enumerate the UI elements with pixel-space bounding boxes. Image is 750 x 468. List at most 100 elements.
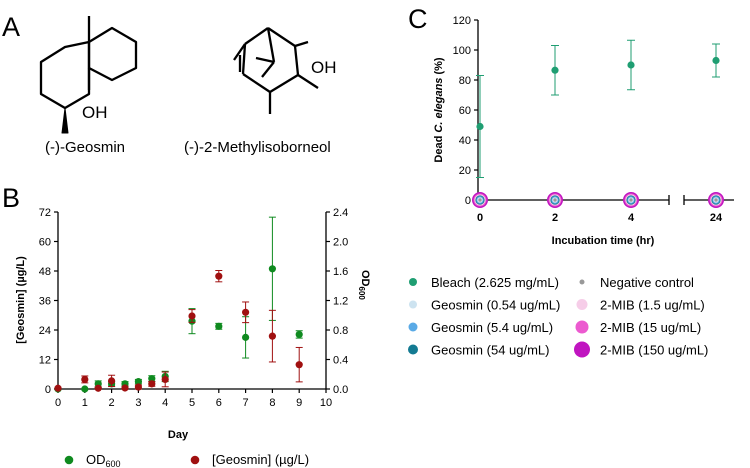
chart-c-ytick-label: 20 (459, 165, 471, 177)
chart-c-legend-label: 2-MIB (15 ug/mL) (600, 320, 701, 335)
chart-b-point-geosmin (81, 375, 89, 384)
chart-c-xlabel: Incubation time (hr) (552, 235, 655, 247)
chart-c-legend-label: 2-MIB (1.5 ug/mL) (600, 298, 705, 313)
chart-c-ytick-label: 80 (459, 75, 471, 87)
chart-c-xtick-label: 24 (710, 212, 723, 224)
legend-b-geosmin-marker (190, 455, 200, 465)
chart-c-legend-label: 2-MIB (150 ug/mL) (600, 343, 708, 358)
chart-c-ytick-label: 60 (459, 105, 471, 117)
chart-c-legend-label: Geosmin (5.4 ug/mL) (431, 320, 553, 335)
chart-c-point-bleach (627, 61, 635, 69)
chart-b-point-geosmin (188, 312, 196, 320)
chart-b-ytick-left-label: 60 (39, 237, 51, 249)
chart-c-legend-marker (408, 322, 418, 332)
chart-b-point-od600 (268, 265, 276, 273)
chart-b-point-od600 (242, 333, 250, 341)
legend-b-geosmin-label: [Geosmin] (µg/L) (212, 452, 309, 467)
chart-c-ytick-label: 120 (453, 15, 471, 27)
chart-b-xlabel: Day (168, 429, 189, 441)
chart-b-xtick-label: 7 (243, 397, 249, 409)
chart-c-point-bleach (712, 56, 720, 65)
chart-b-point-od600 (215, 322, 223, 330)
legend-b-od-main: OD (86, 452, 106, 467)
chart-b-point-od600 (148, 375, 156, 383)
chart-b-ylabel-right-sub: 600 (357, 287, 366, 301)
geosmin-structure (39, 16, 138, 134)
chart-c-legend-label: Geosmin (54 ug/mL) (431, 343, 550, 358)
chart-b-point-geosmin (161, 375, 169, 384)
chart-c-point-negative-control (478, 198, 482, 202)
chart-b-ytick-right-label: 0.0 (333, 384, 348, 396)
chart-c-ytick-label: 0 (465, 195, 471, 207)
chart-b-xtick-label: 1 (82, 397, 88, 409)
chart-c-ylabel-unit: (%) (433, 57, 445, 78)
chart-b-ylabel-right-main: OD (359, 270, 371, 287)
geosmin-oh-label: OH (82, 103, 108, 122)
chart-c-legend-marker (576, 299, 588, 310)
chart-b-ytick-left-label: 36 (39, 296, 51, 308)
chart-c-point-bleach (476, 122, 484, 131)
geosmin-name: (-)-Geosmin (45, 139, 125, 156)
mib-name: (-)-2-Methylisoborneol (184, 139, 331, 156)
chart-b-ytick-right-label: 0.8 (333, 325, 348, 337)
chart-c-point-bleach (551, 66, 559, 74)
chart-c-legend-label: Geosmin (0.54 ug/mL) (431, 298, 560, 313)
chart-c-legend-marker (579, 279, 585, 285)
chart-b-ytick-right-label: 1.2 (333, 296, 348, 308)
chart-c-point-negative-control (553, 198, 557, 202)
chart-b-point-geosmin (94, 384, 102, 392)
chart-b-ytick-left-label: 48 (39, 266, 51, 278)
chart-b-xtick-label: 6 (216, 397, 222, 409)
chart-b-xtick-label: 0 (55, 397, 61, 409)
chart-c-xtick-label: 0 (477, 212, 483, 224)
chart-c-legend-marker (409, 278, 417, 286)
chart-b-point-geosmin (242, 308, 250, 316)
panel-label-c: C (408, 4, 428, 34)
legend-b-od-sub: 600 (106, 459, 121, 468)
chart-b-point-od600 (295, 330, 303, 339)
chart-c-xtick-label: 4 (628, 212, 635, 224)
chart-b-xtick-label: 4 (162, 397, 168, 409)
chart-c-legend: Bleach (2.625 mg/mL) Negative control Geos… (408, 275, 708, 358)
chart-c-ytick-label: 100 (453, 45, 471, 57)
chart-c-legend-label: Negative control (600, 275, 694, 290)
chart-b-point-geosmin (121, 384, 129, 392)
chart-b-point-geosmin (108, 377, 116, 385)
chart-c-legend-label: Bleach (2.625 mg/mL) (431, 275, 559, 290)
chart-b-point-geosmin (134, 383, 142, 391)
chart-c-ytick-label: 40 (459, 135, 471, 147)
chart-b-ytick-right-label: 0.4 (333, 355, 348, 367)
chart-c-point-negative-control (714, 198, 718, 202)
chart-b-xtick-label: 9 (296, 397, 302, 409)
legend-b-od-label: OD600 (86, 452, 121, 468)
chart-b-ytick-left-label: 12 (39, 355, 51, 367)
chart-b-xtick-label: 5 (189, 397, 195, 409)
chart-b-point-geosmin (148, 380, 156, 388)
legend-b-od-marker (64, 455, 74, 465)
chart-b-point-geosmin (268, 332, 276, 340)
chart-c-point-negative-control (629, 198, 633, 202)
chart-b-xtick-label: 3 (135, 397, 141, 409)
chart-b-ytick-left-label: 24 (39, 325, 51, 337)
chart-b-point-geosmin (215, 272, 223, 280)
chart-b-xtick-label: 2 (109, 397, 115, 409)
chart-b-point-od600 (81, 385, 89, 393)
panel-label-a: A (2, 12, 20, 42)
chart-c-ylabel-main: Dead (433, 133, 445, 163)
chart-c-legend-marker (575, 320, 589, 334)
panel-label-b: B (2, 183, 20, 213)
chart-c-legend-marker (409, 300, 417, 309)
chart-c-legend-marker (574, 341, 590, 358)
chart-b-xtick-label: 10 (320, 397, 332, 409)
chart-b-ylabel-right: OD600 (357, 270, 371, 300)
chart-c-legend-marker (408, 344, 418, 355)
chart-b-point-od600 (134, 378, 142, 386)
chart-b-ytick-left-label: 72 (39, 207, 51, 219)
chart-b-ytick-left-label: 0 (45, 384, 51, 396)
mib-structure (233, 27, 319, 114)
chart-b-ytick-right-label: 2.4 (333, 207, 348, 219)
chart-b-ylabel-left: [Geosmin] (µg/L) (15, 256, 27, 344)
